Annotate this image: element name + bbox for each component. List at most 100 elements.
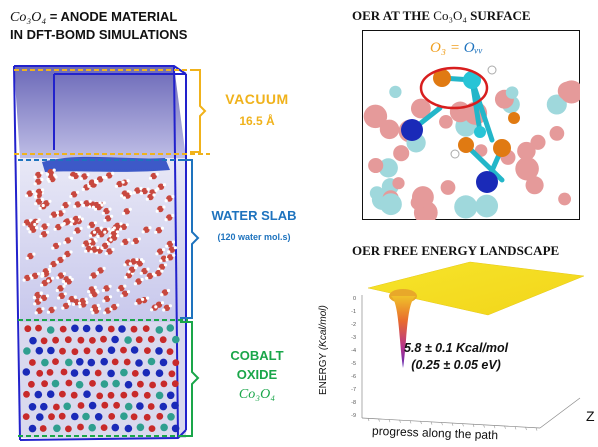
oxide-bracket <box>180 321 200 437</box>
water-hydrogen <box>57 296 61 300</box>
cobalt-atom-2 <box>476 171 498 193</box>
water-hydrogen <box>141 297 145 301</box>
water-hydrogen <box>155 209 159 213</box>
water-oxygen <box>35 198 43 205</box>
water-hydrogen <box>156 187 160 191</box>
water-oxygen <box>106 248 113 255</box>
water-hydrogen <box>164 199 168 203</box>
water-oxygen <box>48 174 55 181</box>
oxide-oxygen <box>60 368 68 376</box>
oer-title-formula: Co₃O₄ <box>433 8 467 23</box>
oxide-cobalt <box>95 324 103 333</box>
oxide-oxygen <box>22 413 30 420</box>
x-tick <box>388 419 391 423</box>
water-hydrogen <box>103 218 107 223</box>
water-hydrogen <box>34 192 38 196</box>
water-oxygen <box>90 289 97 297</box>
water-oxygen <box>166 240 174 248</box>
water-hydrogen <box>79 177 83 181</box>
oxide-oxygen <box>40 337 48 345</box>
oxide-oxygen <box>64 336 72 344</box>
water-oxygen <box>157 205 164 213</box>
background-atom <box>410 195 426 210</box>
water-bracket <box>180 159 200 319</box>
water-oxygen <box>64 237 72 244</box>
water-oxygen <box>166 195 173 202</box>
water-hydrogen <box>134 302 138 306</box>
water-hydrogen <box>152 193 156 197</box>
water-hydrogen <box>79 226 83 230</box>
water-hydrogen <box>116 234 120 238</box>
water-hydrogen <box>71 219 75 223</box>
water-hydrogen <box>68 275 72 279</box>
oxide-cobalt <box>107 369 115 378</box>
energy-axis-label: ENERGY (Kcal/mol) <box>318 305 329 395</box>
oxide-oxygen <box>172 359 180 367</box>
water-hydrogen <box>165 244 169 248</box>
oxide-cobalt <box>82 412 90 421</box>
water-hydrogen <box>62 284 66 288</box>
oxide-oxygen <box>59 347 66 355</box>
water-hydrogen <box>72 231 76 235</box>
water-hydrogen <box>172 253 176 257</box>
water-hydrogen <box>88 234 92 238</box>
water-oxygen <box>36 307 43 314</box>
x-tick <box>441 422 443 426</box>
water-oxygen <box>72 215 80 223</box>
oxide-cobalt <box>130 346 139 354</box>
background-atom <box>546 94 567 115</box>
oxide-oxygen <box>171 380 179 388</box>
oxide-cobalt <box>172 335 180 344</box>
water-hydrogen <box>102 266 106 270</box>
oxygen-atom-4 <box>508 112 520 124</box>
water-hydrogen <box>160 301 165 305</box>
background-atom <box>505 86 519 99</box>
oxide-oxygen <box>130 413 138 421</box>
vacuum-region <box>14 66 186 158</box>
water-hydrogen <box>69 250 73 254</box>
background-hydrogen <box>559 161 566 167</box>
water-hydrogen <box>32 252 36 256</box>
oxide-oxygen <box>35 324 42 332</box>
oxide-oxygen <box>58 412 66 420</box>
water-oxygen <box>40 294 48 302</box>
water-hydrogen <box>109 307 113 311</box>
oxide-cobalt <box>40 402 48 411</box>
water-oxygen <box>103 207 110 215</box>
left-title-line1: = ANODE MATERIAL <box>46 9 178 24</box>
water-hydrogen <box>62 272 66 276</box>
water-oxygen <box>156 248 164 255</box>
water-hydrogen <box>89 250 93 254</box>
water-oxygen <box>130 258 137 265</box>
background-hydrogen <box>513 196 520 203</box>
cobalt-oxide-label: COBALT OXIDE Co₃O₄ <box>212 346 302 404</box>
water-hydrogen <box>119 227 123 231</box>
water-oxygen-atom <box>463 71 481 89</box>
oxide-cobalt <box>46 390 55 399</box>
oxygen-atom-3 <box>458 137 474 153</box>
water-hydrogen <box>104 252 108 256</box>
water-hydrogen <box>40 283 44 287</box>
left-title: Co₃O₄ = ANODE MATERIAL IN DFT-BOMD SIMUL… <box>10 8 187 43</box>
oxide-oxygen <box>39 425 47 432</box>
oxide-oxygen <box>24 325 32 333</box>
water-oxygen <box>74 201 82 208</box>
water-hydrogen <box>45 294 50 298</box>
water-oxygen <box>68 295 76 303</box>
oxide-oxygen <box>137 380 144 388</box>
water-hydrogen <box>53 173 57 177</box>
water-oxygen <box>106 172 113 179</box>
water-oxygen <box>121 290 129 297</box>
water-oxygen <box>150 172 157 180</box>
water-hydrogen <box>46 223 50 227</box>
y-tick-label: -1 <box>351 309 356 315</box>
water-hydrogen <box>155 252 159 256</box>
water-hydrogen <box>92 230 97 234</box>
water-hydrogen <box>41 203 45 208</box>
water-hydrogen <box>134 266 138 270</box>
oxide-oxygen <box>166 348 174 355</box>
oer-title-prefix: OER AT THE <box>352 8 434 23</box>
water-hydrogen <box>159 259 163 263</box>
water-hydrogen <box>120 242 124 246</box>
water-oxygen <box>57 256 64 264</box>
